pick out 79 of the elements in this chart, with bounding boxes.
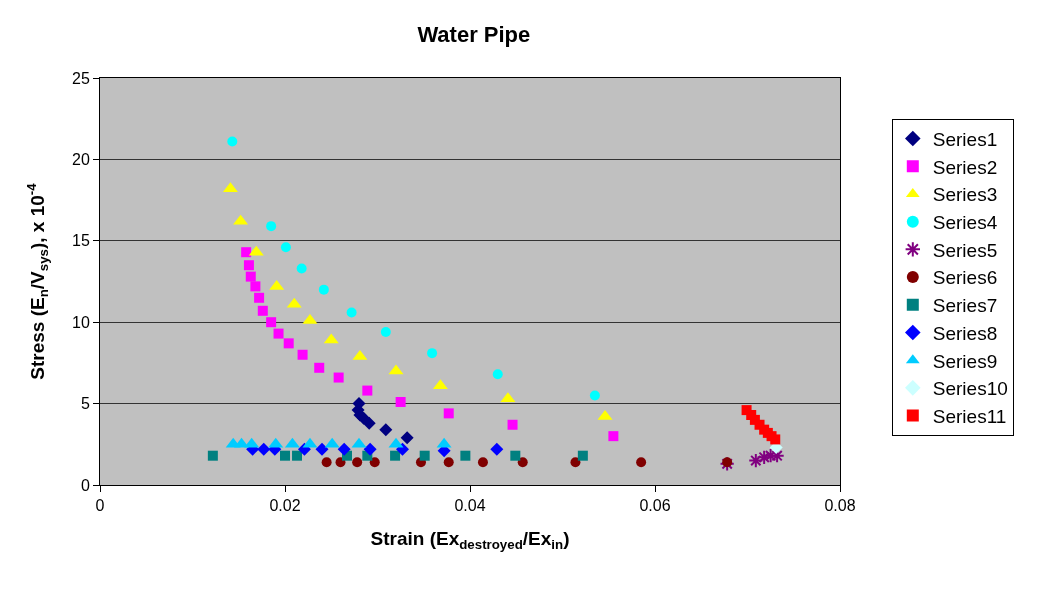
point	[266, 317, 277, 328]
legend-label: Series8	[932, 322, 998, 344]
point	[443, 408, 454, 419]
x-tick-label: 0.06	[639, 497, 671, 515]
point	[395, 396, 406, 407]
point	[362, 385, 373, 396]
point	[315, 442, 329, 456]
point	[227, 136, 238, 147]
legend-label: Series7	[932, 295, 998, 317]
legend-label: Series11	[932, 405, 1007, 427]
legend-label: Series6	[932, 267, 998, 289]
point	[266, 221, 277, 232]
point	[379, 423, 393, 437]
legend-label: Series4	[932, 212, 998, 234]
y-tick-label: 0	[80, 476, 90, 494]
point	[380, 326, 391, 337]
point	[722, 457, 733, 468]
point	[241, 247, 252, 258]
x-axis-title: Strain (Ex$_{destroyed}$/Ex$_{in}$)	[370, 528, 570, 552]
point	[250, 281, 261, 292]
point	[517, 457, 528, 468]
y-tick-label: 5	[80, 395, 90, 413]
point	[254, 292, 265, 303]
point	[257, 305, 268, 316]
legend-label: Series2	[932, 156, 998, 178]
point	[460, 450, 471, 461]
point	[245, 271, 256, 282]
point	[297, 349, 308, 360]
y-tick-label: 25	[72, 69, 90, 87]
point	[492, 369, 503, 380]
x-tick-label: 0.08	[824, 497, 856, 515]
point	[608, 431, 619, 442]
y-tick-label: 10	[72, 313, 90, 331]
point	[352, 457, 363, 468]
legend-label: Series5	[932, 239, 998, 261]
x-tick-label: 0.02	[269, 497, 301, 515]
point	[362, 416, 376, 430]
point	[292, 450, 303, 461]
point	[490, 442, 504, 456]
point	[477, 457, 488, 468]
point	[296, 263, 307, 274]
y-tick-label: 15	[72, 232, 90, 250]
point	[748, 452, 764, 469]
point	[719, 456, 735, 472]
point	[419, 450, 430, 461]
legend-label: Series3	[932, 184, 998, 206]
legend-label: Series9	[932, 350, 998, 372]
point	[333, 372, 344, 383]
point	[589, 390, 600, 401]
point	[636, 457, 647, 468]
point	[427, 348, 438, 359]
point	[369, 457, 380, 468]
point	[346, 307, 357, 318]
x-tick-label: 0.04	[454, 497, 486, 515]
point	[280, 450, 290, 461]
point	[770, 434, 781, 445]
point	[283, 338, 294, 349]
point	[207, 450, 218, 461]
point	[257, 442, 271, 456]
point	[321, 457, 332, 468]
legend-label: Series1	[932, 128, 998, 150]
point	[507, 419, 518, 430]
point	[443, 457, 454, 468]
point	[280, 242, 291, 253]
point	[400, 431, 414, 445]
point	[314, 362, 325, 373]
chart-title: Water Pipe	[417, 21, 531, 47]
point	[577, 450, 588, 461]
y-tick-label: 20	[72, 151, 90, 168]
point	[510, 450, 521, 461]
legend-label: Series10	[932, 378, 1008, 400]
point	[363, 442, 377, 456]
point	[273, 328, 284, 339]
point	[318, 284, 329, 295]
point	[337, 442, 351, 456]
point	[243, 260, 254, 271]
point	[570, 457, 581, 468]
point	[390, 450, 401, 461]
x-tick-label: 0	[95, 497, 105, 515]
